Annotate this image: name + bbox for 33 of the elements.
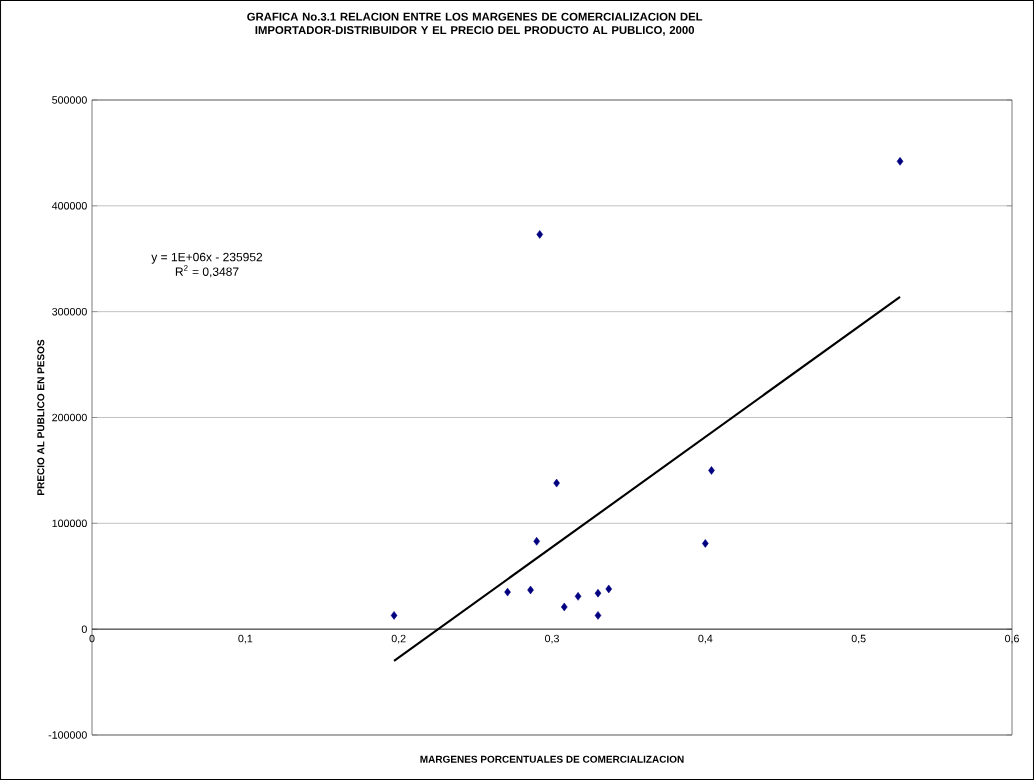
point — [390, 611, 398, 620]
point — [594, 611, 602, 620]
x-tick-label: 0,6 — [1005, 634, 1019, 644]
point — [561, 602, 568, 612]
y-tick-label: 300000 — [52, 307, 87, 316]
point — [896, 157, 904, 166]
x-tick-label: 0,1 — [238, 634, 253, 644]
y-tick-label: 0 — [81, 625, 87, 633]
point — [574, 592, 582, 601]
y-tick-label: 500000 — [52, 96, 87, 104]
annotation: R$^{2}$ = 0,3487 — [175, 265, 239, 278]
y-tick-label: 200000 — [52, 413, 87, 422]
point — [533, 537, 540, 546]
y-axis-title: PRECIO AL PUBLICO EN PESOS — [37, 339, 45, 495]
point — [536, 230, 544, 239]
point — [553, 478, 560, 488]
y-tick-label: 400000 — [51, 202, 87, 210]
point — [504, 587, 511, 597]
x-tick-label: 0,2 — [391, 634, 406, 644]
chart-title: GRAFICA No.3.1 RELACION ENTRE LOS MARGENES DE COMERCIALIZACION DEL IMPORTADOR-DISTRIBUIDOR Y EL PRECIO DEL PRODUCTO AL PUBLICO, 2000 — [247, 12, 703, 36]
x-tick-label: 0,3 — [545, 634, 559, 644]
point — [702, 539, 709, 548]
point — [605, 584, 613, 594]
x-tick-label: 0,5 — [851, 634, 866, 644]
y-tick-label: 100000 — [52, 519, 87, 528]
y-tick-label: -100000 — [48, 731, 87, 739]
point — [708, 466, 715, 475]
point — [594, 588, 602, 598]
x-axis-title: MARGENES PORCENTUALES DE COMERCIALIZACION — [420, 755, 684, 763]
x-tick-label: 0 — [89, 634, 95, 643]
annotation: y = 1E+06x - 235952 — [151, 252, 263, 264]
point — [527, 585, 534, 595]
x-tick-label: 0,4 — [698, 634, 713, 644]
